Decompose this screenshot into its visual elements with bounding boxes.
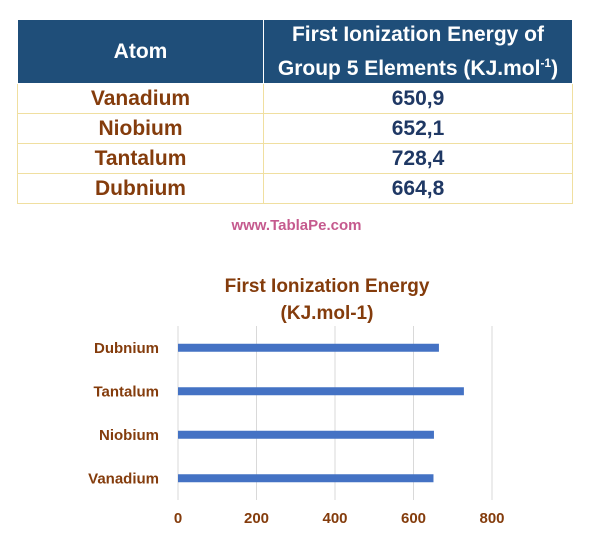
x-tick-label: 800 xyxy=(479,510,504,527)
header-energy-line2: Group 5 Elements (KJ.mol xyxy=(277,57,541,80)
atom-cell: Niobium xyxy=(17,113,264,144)
atom-cell: Vanadium xyxy=(17,83,264,114)
header-energy: First Ionization Energy of Group 5 Eleme… xyxy=(263,19,573,84)
atom-cell: Dubnium xyxy=(17,173,264,204)
energy-cell: 650,9 xyxy=(263,83,573,114)
energy-cell: 664,8 xyxy=(263,173,573,204)
category-label: Dubnium xyxy=(94,340,159,357)
table-row: Vanadium 650,9 xyxy=(17,83,573,114)
category-label: Vanadium xyxy=(88,470,159,487)
table-header-row: Atom First Ionization Energy of Group 5 … xyxy=(17,19,573,84)
x-tick-label: 0 xyxy=(174,510,182,527)
bar-vanadium xyxy=(178,474,434,483)
x-tick-label: 200 xyxy=(244,510,269,527)
chart-title-line2: (KJ.mol-1) xyxy=(281,303,374,324)
grid-lines xyxy=(177,326,493,500)
bar-dubnium xyxy=(178,343,439,352)
table-row: Dubnium 664,8 xyxy=(17,173,573,204)
energy-cell: 652,1 xyxy=(263,113,573,144)
x-tick-label: 400 xyxy=(322,510,347,527)
header-energy-sup: -1 xyxy=(540,56,552,70)
x-tick-labels: 0 200 400 600 800 xyxy=(174,510,505,527)
category-label: Niobium xyxy=(99,427,159,444)
category-label: Tantalum xyxy=(93,383,159,400)
bars xyxy=(178,343,464,483)
x-tick-label: 600 xyxy=(401,510,426,527)
chart-title-line1: First Ionization Energy xyxy=(225,276,430,297)
header-energy-close: ) xyxy=(551,57,559,80)
ionization-table: Atom First Ionization Energy of Group 5 … xyxy=(17,19,573,204)
table-row: Tantalum 728,4 xyxy=(17,143,573,174)
atom-cell: Tantalum xyxy=(17,143,264,174)
table-row: Niobium 652,1 xyxy=(17,113,573,144)
watermark-link[interactable]: www.TablaPe.com xyxy=(231,217,362,234)
bar-tantalum xyxy=(178,387,464,396)
bar-niobium xyxy=(178,430,434,439)
header-energy-line1: First Ionization Energy of xyxy=(291,23,544,46)
energy-cell: 728,4 xyxy=(263,143,573,174)
header-atom: Atom xyxy=(17,19,264,84)
category-labels: Vanadium Niobium Tantalum Dubnium xyxy=(88,340,159,488)
